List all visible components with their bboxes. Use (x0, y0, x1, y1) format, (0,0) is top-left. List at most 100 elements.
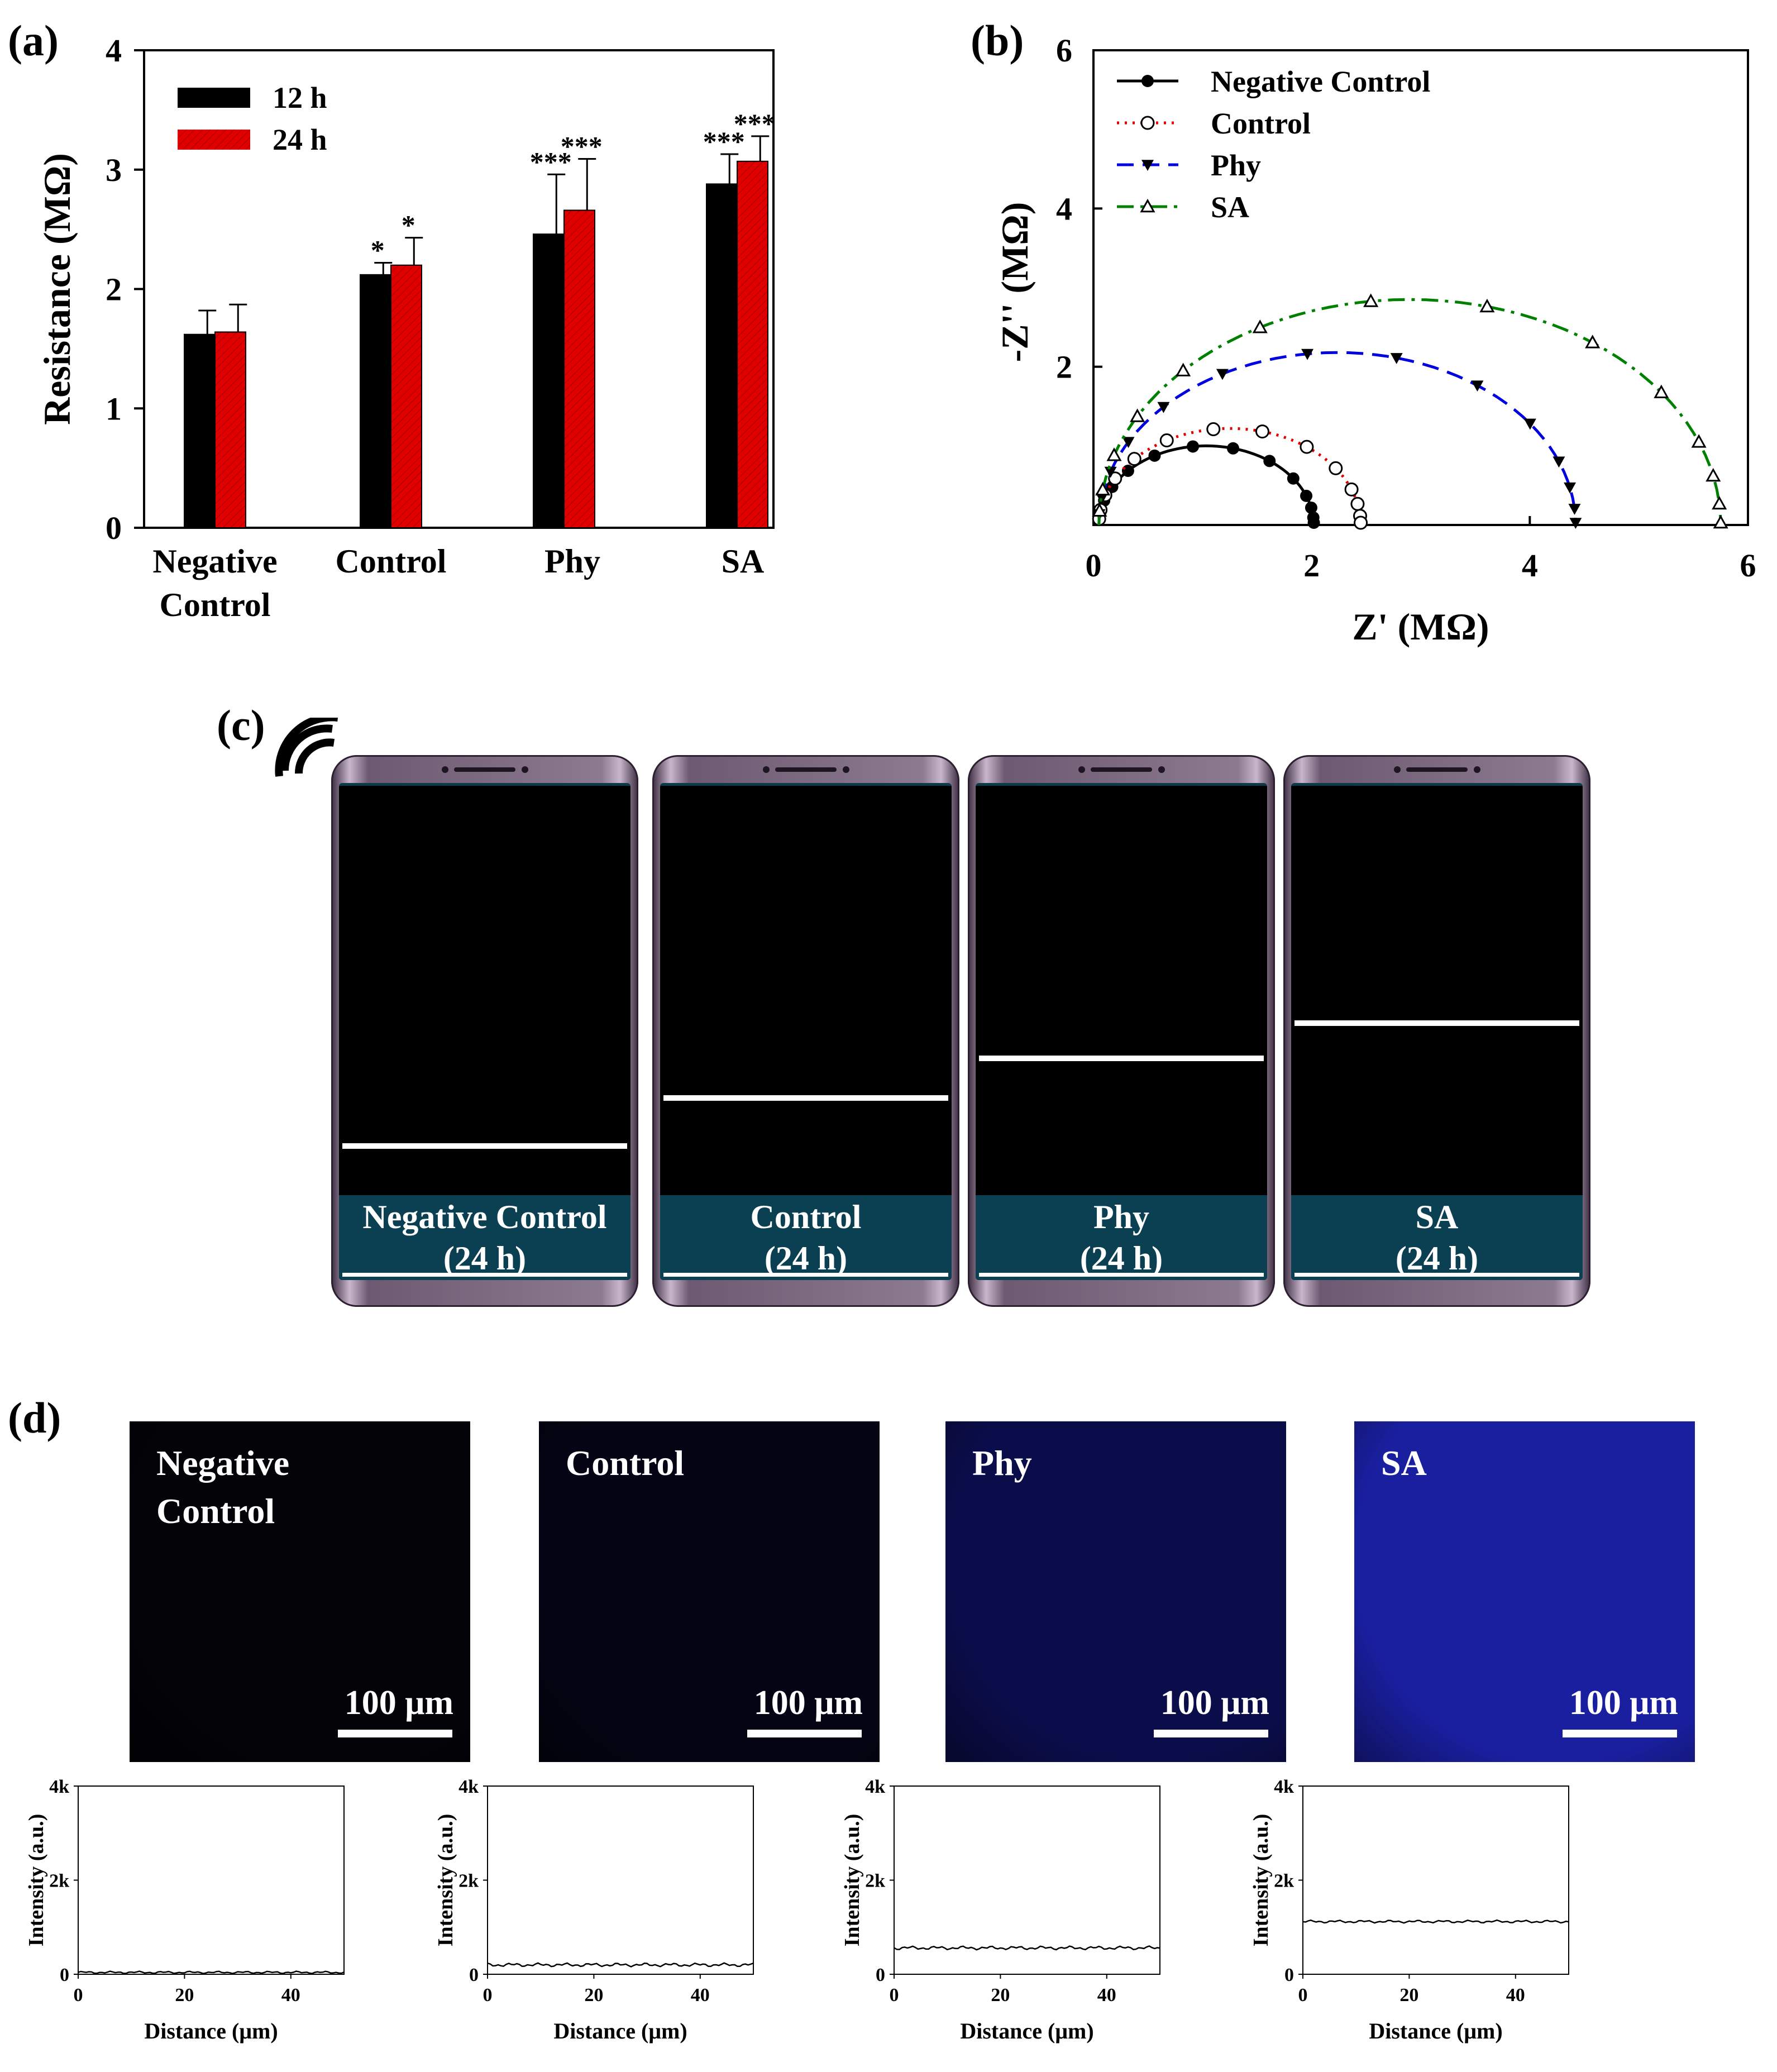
data-point-3-1 (1095, 481, 1111, 496)
phone-label-time: (24 h) (1079, 1240, 1163, 1277)
data-point-1-6 (1206, 422, 1221, 437)
data-point-3-13 (1713, 514, 1728, 529)
data-point-3-3 (1130, 408, 1145, 422)
x-tick-label: 2 (1303, 547, 1320, 584)
series-line-3 (1097, 298, 1722, 526)
data-point-0-5 (1148, 449, 1161, 462)
significance-mark: *** (530, 146, 572, 177)
micrograph-label: Control (566, 1443, 685, 1483)
micrograph-label: Phy (972, 1443, 1032, 1483)
y-tick-label: 2k (865, 1871, 885, 1892)
wifi-icon (275, 718, 338, 777)
phone-camera-icon (442, 766, 448, 773)
legend-label-0: Negative Control (1211, 65, 1430, 98)
y-axis-label: Intensity (a.u.) (840, 1814, 864, 1947)
x-tick-label: 6 (1740, 547, 1756, 584)
x-tick-label: SA (722, 543, 765, 580)
data-point-1-8 (1300, 440, 1314, 454)
screen-bottom-line (1294, 1273, 1579, 1277)
y-tick-label: 3 (106, 152, 122, 188)
screen-bottom-line (663, 1273, 948, 1277)
panel-label-d: (d) (8, 1393, 61, 1442)
phone-screen: SA (24 h) (1291, 783, 1583, 1280)
scale-bar (1154, 1730, 1268, 1737)
profile-line (487, 1962, 754, 1968)
bar-chart-resistance: 0 1 2 3 4 Resistance (MΩ) Negative Control * * Con… (36, 32, 776, 623)
y-tick-label: 1 (106, 390, 122, 427)
data-point-3-4 (1176, 362, 1191, 376)
x-tick-label: 0 (74, 1985, 83, 2006)
data-point-3-8 (1585, 335, 1601, 348)
x-tick-label: Control (336, 543, 447, 580)
data-point-1-3 (1108, 471, 1122, 486)
significance-mark: * (402, 209, 415, 241)
phone-0: Negative Control (24 h) (331, 755, 638, 1307)
scale-bar (1563, 1730, 1677, 1737)
x-axis-label: Z' (MΩ) (1352, 605, 1489, 648)
signal-level-line (979, 1056, 1264, 1062)
profile-line (1302, 1919, 1569, 1924)
phone-speaker (1406, 767, 1468, 772)
data-point-0-13 (1307, 517, 1320, 529)
legend-marker-1 (1140, 116, 1155, 130)
micrograph-0: Negative Control 100 μm (130, 1421, 470, 1762)
scale-bar (747, 1730, 862, 1737)
data-point-1-10 (1344, 482, 1359, 496)
y-axis-label: Resistance (MΩ) (36, 153, 78, 425)
phone-screen: Control (24 h) (660, 783, 952, 1280)
phone-2: Phy (24 h) (968, 755, 1275, 1307)
legend-label-1: 24 h (273, 123, 327, 156)
phone-label-sample: Control (750, 1199, 862, 1235)
micrograph-label: Negative Control (156, 1443, 290, 1531)
legend-label-2: Phy (1211, 149, 1261, 182)
legend-marker-2 (1141, 160, 1154, 171)
profile-line (894, 1945, 1160, 1951)
phone-label: Negative Control (24 h) (339, 1195, 630, 1280)
significance-mark: *** (734, 108, 776, 139)
plot-frame (487, 1785, 754, 1975)
y-tick-label: 0 (469, 1965, 479, 1985)
x-tick-label: 20 (991, 1985, 1010, 2006)
bar-12h-1 (360, 274, 391, 528)
y-tick-label: 2 (106, 271, 122, 308)
phone-camera-icon (763, 766, 770, 773)
data-point-2-11 (1564, 482, 1577, 494)
y-tick-label: 4 (1056, 190, 1072, 227)
y-tick-label: 4k (49, 1777, 69, 1797)
x-tick-label: 40 (1097, 1985, 1116, 2006)
x-tick-label: 0 (483, 1985, 493, 2006)
bar-24h-3 (737, 160, 768, 529)
data-point-0-10 (1300, 489, 1313, 502)
y-tick-label: 4k (1274, 1777, 1294, 1797)
data-point-0-9 (1287, 472, 1300, 485)
x-axis-label: Distance (μm) (553, 2018, 687, 2044)
phone-3: SA (24 h) (1283, 755, 1590, 1307)
signal-level-line (1294, 1020, 1579, 1026)
data-point-3-11 (1706, 467, 1721, 482)
data-point-1-4 (1127, 452, 1141, 466)
phone-speaker (1091, 767, 1152, 772)
series-line-1 (1097, 427, 1363, 526)
x-tick-label: 40 (281, 1985, 300, 2006)
data-point-3-10 (1691, 434, 1707, 448)
bar-12h-3 (706, 183, 738, 528)
legend-swatch-0 (178, 88, 250, 108)
data-point-1-7 (1255, 424, 1269, 439)
phone-label-sample: SA (1415, 1199, 1459, 1235)
x-tick-label: Control (160, 586, 271, 623)
series-3 (1092, 293, 1728, 529)
phone-label-sample: Phy (1093, 1199, 1150, 1235)
data-point-3-0 (1092, 503, 1107, 517)
y-tick-label: 4 (106, 32, 122, 69)
phone-sensor-icon (843, 766, 849, 773)
bar-24h-2 (563, 209, 595, 528)
legend-label-3: SA (1211, 190, 1249, 224)
phone-speaker (775, 767, 837, 772)
data-point-2-4 (1157, 402, 1170, 413)
significance-mark: * (371, 234, 385, 265)
phone-sensor-icon (1158, 766, 1165, 773)
data-point-2-10 (1553, 456, 1565, 468)
